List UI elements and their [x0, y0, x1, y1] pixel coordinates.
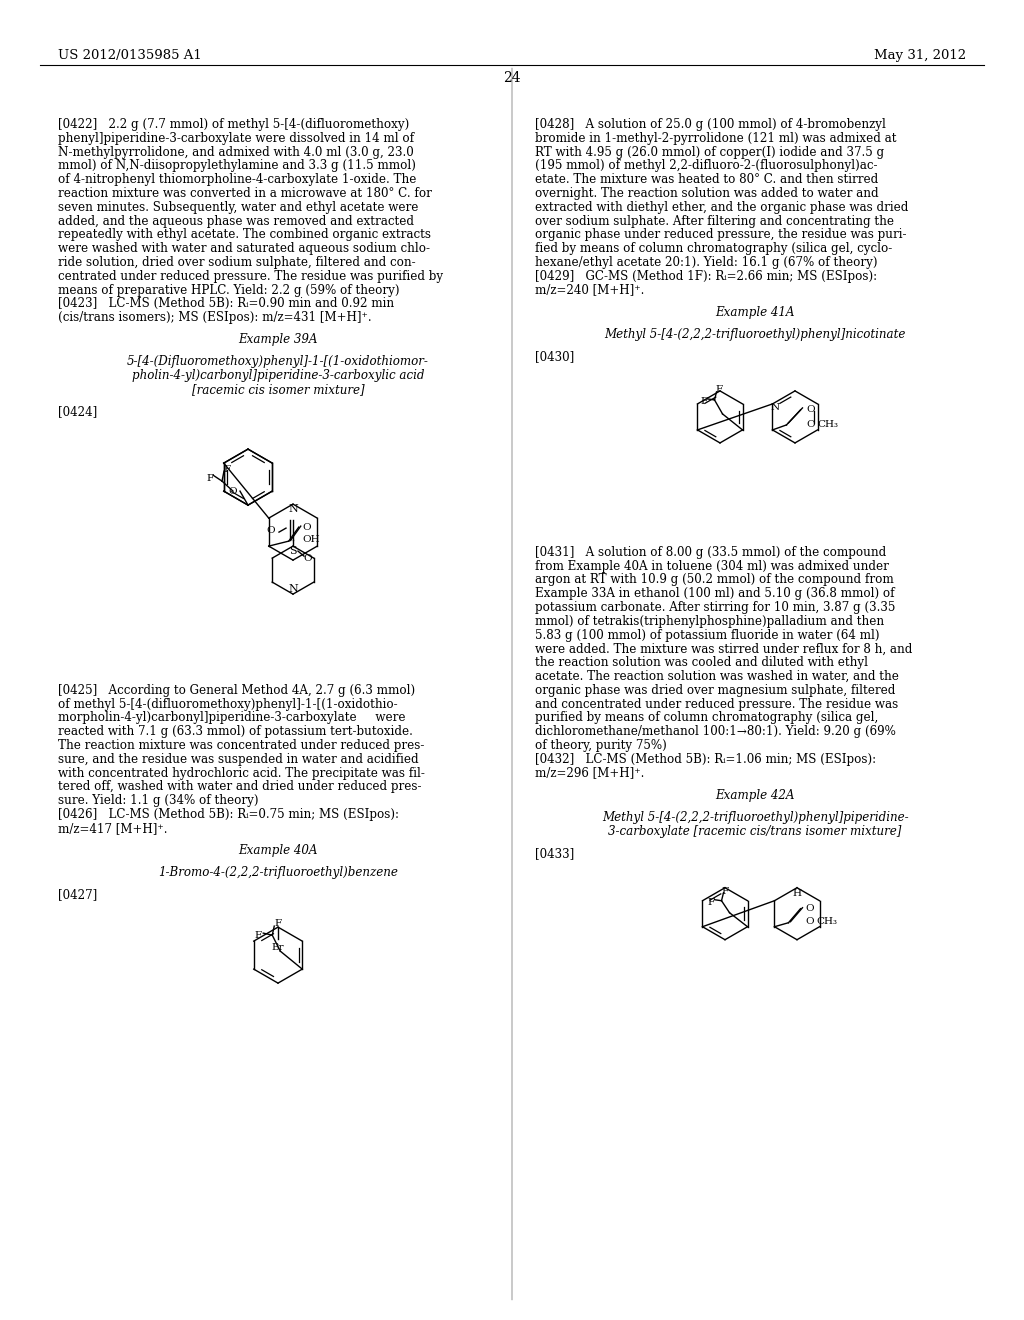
Text: Example 39A: Example 39A: [239, 333, 317, 346]
Text: O: O: [807, 405, 815, 414]
Text: [0433]: [0433]: [535, 846, 574, 859]
Text: acetate. The reaction solution was washed in water, and the: acetate. The reaction solution was washe…: [535, 671, 899, 682]
Text: F: F: [207, 474, 214, 483]
Text: F: F: [274, 919, 282, 928]
Text: dichloromethane/methanol 100:1→80:1). Yield: 9.20 g (69%: dichloromethane/methanol 100:1→80:1). Yi…: [535, 725, 896, 738]
Text: [0423]   LC-MS (Method 5B): Rᵢ=0.90 min and 0.92 min: [0423] LC-MS (Method 5B): Rᵢ=0.90 min an…: [58, 297, 394, 310]
Text: N: N: [288, 585, 298, 594]
Text: Example 33A in ethanol (100 ml) and 5.10 g (36.8 mmol) of: Example 33A in ethanol (100 ml) and 5.10…: [535, 587, 895, 601]
Text: from Example 40A in toluene (304 ml) was admixed under: from Example 40A in toluene (304 ml) was…: [535, 560, 889, 573]
Text: potassium carbonate. After stirring for 10 min, 3.87 g (3.35: potassium carbonate. After stirring for …: [535, 601, 895, 614]
Text: US 2012/0135985 A1: US 2012/0135985 A1: [58, 49, 202, 62]
Text: tered off, washed with water and dried under reduced pres-: tered off, washed with water and dried u…: [58, 780, 422, 793]
Text: F: F: [223, 465, 230, 474]
Text: 5-[4-(Difluoromethoxy)phenyl]-1-[(1-oxidothiomor-: 5-[4-(Difluoromethoxy)phenyl]-1-[(1-oxid…: [127, 355, 429, 368]
Text: May 31, 2012: May 31, 2012: [873, 49, 966, 62]
Text: organic phase under reduced pressure, the residue was puri-: organic phase under reduced pressure, th…: [535, 228, 906, 242]
Text: [0424]: [0424]: [58, 405, 97, 418]
Text: (195 mmol) of methyl 2,2-difluoro-2-(fluorosulphonyl)ac-: (195 mmol) of methyl 2,2-difluoro-2-(flu…: [535, 160, 878, 173]
Text: m/z=417 [M+H]⁺.: m/z=417 [M+H]⁺.: [58, 822, 168, 834]
Text: F: F: [701, 397, 708, 407]
Text: 24: 24: [503, 71, 521, 84]
Text: etate. The mixture was heated to 80° C. and then stirred: etate. The mixture was heated to 80° C. …: [535, 173, 879, 186]
Text: repeatedly with ethyl acetate. The combined organic extracts: repeatedly with ethyl acetate. The combi…: [58, 228, 431, 242]
Text: O: O: [228, 487, 238, 495]
Text: O: O: [266, 525, 275, 535]
Text: hexane/ethyl acetate 20:1). Yield: 16.1 g (67% of theory): hexane/ethyl acetate 20:1). Yield: 16.1 …: [535, 256, 878, 269]
Text: means of preparative HPLC. Yield: 2.2 g (59% of theory): means of preparative HPLC. Yield: 2.2 g …: [58, 284, 399, 297]
Text: [0426]   LC-MS (Method 5B): Rᵢ=0.75 min; MS (ESIpos):: [0426] LC-MS (Method 5B): Rᵢ=0.75 min; M…: [58, 808, 399, 821]
Text: H: H: [793, 890, 802, 898]
Text: mmol) of tetrakis(triphenylphosphine)palladium and then: mmol) of tetrakis(triphenylphosphine)pal…: [535, 615, 884, 628]
Text: purified by means of column chromatography (silica gel,: purified by means of column chromatograp…: [535, 711, 879, 725]
Text: and concentrated under reduced pressure. The residue was: and concentrated under reduced pressure.…: [535, 697, 898, 710]
Text: N: N: [771, 404, 780, 412]
Text: with concentrated hydrochloric acid. The precipitate was fil-: with concentrated hydrochloric acid. The…: [58, 767, 425, 780]
Text: O: O: [806, 917, 814, 927]
Text: were washed with water and saturated aqueous sodium chlo-: were washed with water and saturated aqu…: [58, 242, 430, 255]
Text: Methyl 5-[4-(2,2,2-trifluoroethyl)phenyl]piperidine-: Methyl 5-[4-(2,2,2-trifluoroethyl)phenyl…: [602, 810, 908, 824]
Text: added, and the aqueous phase was removed and extracted: added, and the aqueous phase was removed…: [58, 215, 414, 227]
Text: of methyl 5-[4-(difluoromethoxy)phenyl]-1-[(1-oxidothio-: of methyl 5-[4-(difluoromethoxy)phenyl]-…: [58, 697, 397, 710]
Text: 5.83 g (100 mmol) of potassium fluoride in water (64 ml): 5.83 g (100 mmol) of potassium fluoride …: [535, 628, 880, 642]
Text: Br: Br: [271, 942, 285, 952]
Text: reacted with 7.1 g (63.3 mmol) of potassium tert-butoxide.: reacted with 7.1 g (63.3 mmol) of potass…: [58, 725, 413, 738]
Text: organic phase was dried over magnesium sulphate, filtered: organic phase was dried over magnesium s…: [535, 684, 895, 697]
Text: were added. The mixture was stirred under reflux for 8 h, and: were added. The mixture was stirred unde…: [535, 643, 912, 656]
Text: The reaction mixture was concentrated under reduced pres-: The reaction mixture was concentrated un…: [58, 739, 424, 752]
Text: mmol) of N,N-diisopropylethylamine and 3.3 g (11.5 mmol): mmol) of N,N-diisopropylethylamine and 3…: [58, 160, 416, 173]
Text: morpholin-4-yl)carbonyl]piperidine-3-carboxylate     were: morpholin-4-yl)carbonyl]piperidine-3-car…: [58, 711, 406, 725]
Text: m/z=240 [M+H]⁺.: m/z=240 [M+H]⁺.: [535, 284, 644, 297]
Text: (cis/trans isomers); MS (ESIpos): m/z=431 [M+H]⁺.: (cis/trans isomers); MS (ESIpos): m/z=43…: [58, 312, 372, 325]
Text: 3-carboxylate [racemic cis/trans isomer mixture]: 3-carboxylate [racemic cis/trans isomer …: [608, 825, 902, 838]
Text: Methyl 5-[4-(2,2,2-trifluoroethyl)phenyl]nicotinate: Methyl 5-[4-(2,2,2-trifluoroethyl)phenyl…: [604, 327, 905, 341]
Text: O: O: [303, 523, 311, 532]
Text: reaction mixture was converted in a microwave at 180° C. for: reaction mixture was converted in a micr…: [58, 187, 432, 201]
Text: Example 40A: Example 40A: [239, 843, 317, 857]
Text: Example 42A: Example 42A: [715, 788, 795, 801]
Text: F: F: [708, 898, 715, 907]
Text: [0427]: [0427]: [58, 888, 97, 902]
Text: of theory, purity 75%): of theory, purity 75%): [535, 739, 667, 752]
Text: F: F: [722, 887, 729, 896]
Text: of 4-nitrophenyl thiomorpholine-4-carboxylate 1-oxide. The: of 4-nitrophenyl thiomorpholine-4-carbox…: [58, 173, 417, 186]
Text: [0428]   A solution of 25.0 g (100 mmol) of 4-bromobenzyl: [0428] A solution of 25.0 g (100 mmol) o…: [535, 117, 886, 131]
Text: the reaction solution was cooled and diluted with ethyl: the reaction solution was cooled and dil…: [535, 656, 868, 669]
Text: [0432]   LC-MS (Method 5B): Rᵢ=1.06 min; MS (ESIpos):: [0432] LC-MS (Method 5B): Rᵢ=1.06 min; M…: [535, 752, 877, 766]
Text: m/z=296 [M+H]⁺.: m/z=296 [M+H]⁺.: [535, 767, 644, 780]
Text: sure, and the residue was suspended in water and acidified: sure, and the residue was suspended in w…: [58, 752, 419, 766]
Text: F: F: [255, 931, 262, 940]
Text: RT with 4.95 g (26.0 mmol) of copper(I) iodide and 37.5 g: RT with 4.95 g (26.0 mmol) of copper(I) …: [535, 145, 884, 158]
Text: [0422]   2.2 g (7.7 mmol) of methyl 5-[4-(difluoromethoxy): [0422] 2.2 g (7.7 mmol) of methyl 5-[4-(…: [58, 117, 410, 131]
Text: extracted with diethyl ether, and the organic phase was dried: extracted with diethyl ether, and the or…: [535, 201, 908, 214]
Text: argon at RT with 10.9 g (50.2 mmol) of the compound from: argon at RT with 10.9 g (50.2 mmol) of t…: [535, 573, 894, 586]
Text: O: O: [304, 553, 312, 562]
Text: N: N: [288, 504, 298, 513]
Text: O: O: [807, 420, 815, 429]
Text: CH₃: CH₃: [816, 917, 838, 927]
Text: CH₃: CH₃: [817, 420, 839, 429]
Text: Example 41A: Example 41A: [715, 306, 795, 318]
Text: [0430]: [0430]: [535, 350, 574, 363]
Text: centrated under reduced pressure. The residue was purified by: centrated under reduced pressure. The re…: [58, 269, 443, 282]
Text: phenyl]piperidine-3-carboxylate were dissolved in 14 ml of: phenyl]piperidine-3-carboxylate were dis…: [58, 132, 414, 145]
Text: bromide in 1-methyl-2-pyrrolidone (121 ml) was admixed at: bromide in 1-methyl-2-pyrrolidone (121 m…: [535, 132, 896, 145]
Text: 1-Bromo-4-(2,2,2-trifluoroethyl)benzene: 1-Bromo-4-(2,2,2-trifluoroethyl)benzene: [158, 866, 398, 879]
Text: OH: OH: [303, 535, 321, 544]
Text: fied by means of column chromatography (silica gel, cyclo-: fied by means of column chromatography (…: [535, 242, 892, 255]
Text: overnight. The reaction solution was added to water and: overnight. The reaction solution was add…: [535, 187, 879, 201]
Text: [racemic cis isomer mixture]: [racemic cis isomer mixture]: [191, 383, 365, 396]
Text: pholin-4-yl)carbonyl]piperidine-3-carboxylic acid: pholin-4-yl)carbonyl]piperidine-3-carbox…: [132, 370, 424, 383]
Text: over sodium sulphate. After filtering and concentrating the: over sodium sulphate. After filtering an…: [535, 215, 894, 227]
Text: O: O: [806, 904, 814, 913]
Text: [0425]   According to General Method 4A, 2.7 g (6.3 mmol): [0425] According to General Method 4A, 2…: [58, 684, 415, 697]
Text: ride solution, dried over sodium sulphate, filtered and con-: ride solution, dried over sodium sulphat…: [58, 256, 416, 269]
Text: [0431]   A solution of 8.00 g (33.5 mmol) of the compound: [0431] A solution of 8.00 g (33.5 mmol) …: [535, 545, 886, 558]
Text: sure. Yield: 1.1 g (34% of theory): sure. Yield: 1.1 g (34% of theory): [58, 795, 258, 808]
Text: [0429]   GC-MS (Method 1F): Rᵢ=2.66 min; MS (ESIpos):: [0429] GC-MS (Method 1F): Rᵢ=2.66 min; M…: [535, 269, 878, 282]
Text: seven minutes. Subsequently, water and ethyl acetate were: seven minutes. Subsequently, water and e…: [58, 201, 419, 214]
Text: S: S: [289, 546, 297, 556]
Text: N-methylpyrrolidone, and admixed with 4.0 ml (3.0 g, 23.0: N-methylpyrrolidone, and admixed with 4.…: [58, 145, 414, 158]
Text: F: F: [716, 385, 723, 395]
